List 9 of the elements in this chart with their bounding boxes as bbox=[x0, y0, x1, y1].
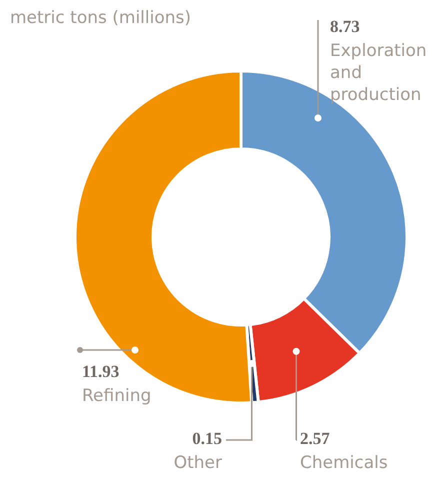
data-label: 2.57 bbox=[300, 429, 330, 448]
data-label: 11.93 bbox=[82, 362, 120, 381]
slice-label: Other bbox=[174, 453, 222, 473]
slice-label: Exploration and production bbox=[330, 41, 427, 105]
slice-label: Refining bbox=[82, 386, 152, 406]
data-label: 0.15 bbox=[192, 429, 222, 448]
slice-label: Chemicals bbox=[300, 453, 388, 473]
chart-title: metric tons (millions) bbox=[10, 8, 191, 28]
data-label: 8.73 bbox=[330, 17, 360, 36]
